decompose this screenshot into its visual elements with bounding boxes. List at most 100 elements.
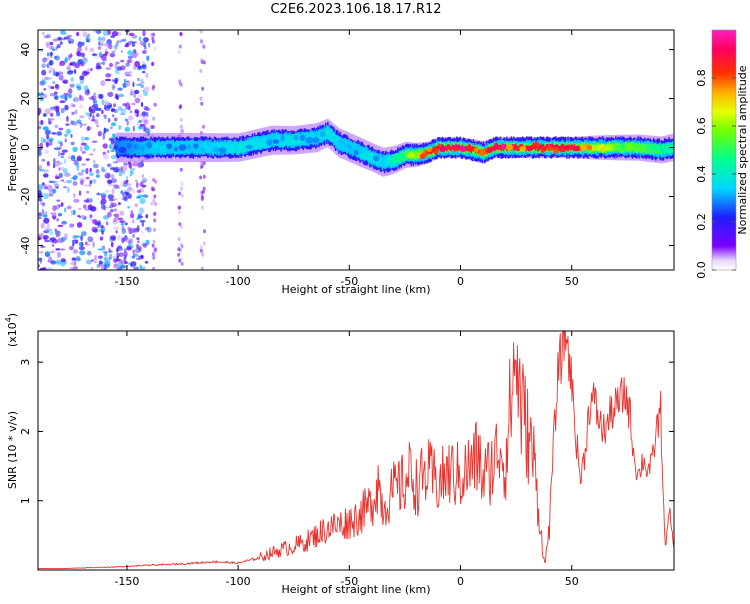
noise-point <box>55 46 58 51</box>
noise-point <box>119 210 125 216</box>
ridge-blob <box>118 146 127 154</box>
noise-point <box>70 41 75 44</box>
ridge-cell <box>232 146 235 152</box>
noise-point <box>147 42 151 48</box>
noise-point <box>64 158 67 165</box>
noise-point <box>133 266 140 270</box>
ridge-blob <box>252 142 259 148</box>
noise-point <box>48 137 54 142</box>
noise-point <box>111 178 117 184</box>
noise-point <box>124 80 130 83</box>
noise-point <box>124 261 128 264</box>
ridge-cell <box>384 160 387 166</box>
noise-streak-point <box>180 83 184 88</box>
noise-point <box>132 188 135 194</box>
ridge-cell <box>478 149 480 155</box>
noise-point <box>130 210 134 214</box>
noise-point <box>137 162 142 169</box>
noise-point <box>127 58 133 64</box>
noise-point <box>101 230 104 235</box>
ridge-blob <box>305 136 314 144</box>
ridge-cell <box>491 146 494 152</box>
ridge-cell <box>410 151 413 157</box>
noise-point <box>140 254 144 260</box>
noise-point <box>81 151 86 154</box>
noise-point <box>113 117 118 122</box>
noise-point <box>85 241 88 246</box>
noise-point <box>145 107 151 112</box>
ridge-cell <box>193 146 196 151</box>
x-tick-label: -100 <box>226 275 251 288</box>
noise-streak-point <box>152 239 156 244</box>
noise-streak-point <box>178 44 182 49</box>
noise-point <box>85 158 90 161</box>
noise-point <box>54 84 59 89</box>
noise-point <box>56 218 59 222</box>
noise-point <box>39 202 46 205</box>
noise-point <box>143 194 149 199</box>
ridge-cell <box>625 146 627 151</box>
noise-point <box>144 260 149 264</box>
ridge-blob <box>266 139 273 146</box>
ridge-cell <box>213 143 216 149</box>
ridge-blob <box>218 147 227 154</box>
noise-point <box>134 113 138 116</box>
noise-point <box>44 211 48 215</box>
ridge-cell <box>362 149 365 155</box>
noise-point <box>139 81 145 84</box>
noise-point <box>89 47 95 53</box>
noise-point <box>38 184 44 191</box>
noise-point <box>70 156 76 162</box>
noise-point <box>42 214 48 218</box>
noise-point <box>46 228 53 232</box>
ridge-blob <box>152 144 160 149</box>
noise-streak-point <box>150 125 154 129</box>
noise-point <box>92 53 98 57</box>
noise-point <box>120 108 127 115</box>
noise-point <box>49 93 56 97</box>
noise-point <box>64 104 69 111</box>
ridge-cell <box>423 149 426 155</box>
noise-point <box>103 114 108 120</box>
noise-point <box>79 250 86 256</box>
noise-point <box>88 172 95 177</box>
noise-point <box>136 196 141 199</box>
noise-streak-point <box>180 186 184 191</box>
noise-point <box>74 235 81 239</box>
noise-point <box>78 207 82 211</box>
noise-point <box>126 80 131 87</box>
noise-point <box>49 237 57 242</box>
ridge-blob <box>512 145 520 151</box>
ridge-cell <box>636 146 638 151</box>
ridge-blob <box>600 145 605 153</box>
ridge-cell <box>492 145 495 151</box>
ridge-cell <box>249 142 251 148</box>
ridge-cell <box>437 145 439 151</box>
noise-point <box>39 142 43 148</box>
noise-point <box>47 117 50 120</box>
noise-point <box>41 208 45 215</box>
noise-point <box>72 265 78 270</box>
noise-point <box>117 106 123 111</box>
ridge-blob <box>546 145 553 152</box>
noise-point <box>43 57 50 60</box>
noise-point <box>89 214 93 218</box>
noise-point <box>83 71 90 75</box>
noise-point <box>76 156 82 162</box>
noise-streak-point <box>154 202 157 206</box>
noise-streak-point <box>152 255 156 260</box>
noise-point <box>113 255 116 260</box>
noise-point <box>133 92 136 99</box>
ridge-cell <box>398 155 400 161</box>
ridge-cell <box>604 145 606 151</box>
noise-point <box>43 237 47 240</box>
noise-point <box>41 79 47 85</box>
ridge-blob <box>486 147 493 154</box>
ridge-blob <box>579 144 586 151</box>
ridge-cell <box>637 144 639 150</box>
noise-point <box>56 199 61 202</box>
ridge-blob <box>272 139 280 144</box>
noise-point <box>129 163 132 170</box>
noise-point <box>86 126 91 132</box>
noise-point <box>104 78 112 82</box>
